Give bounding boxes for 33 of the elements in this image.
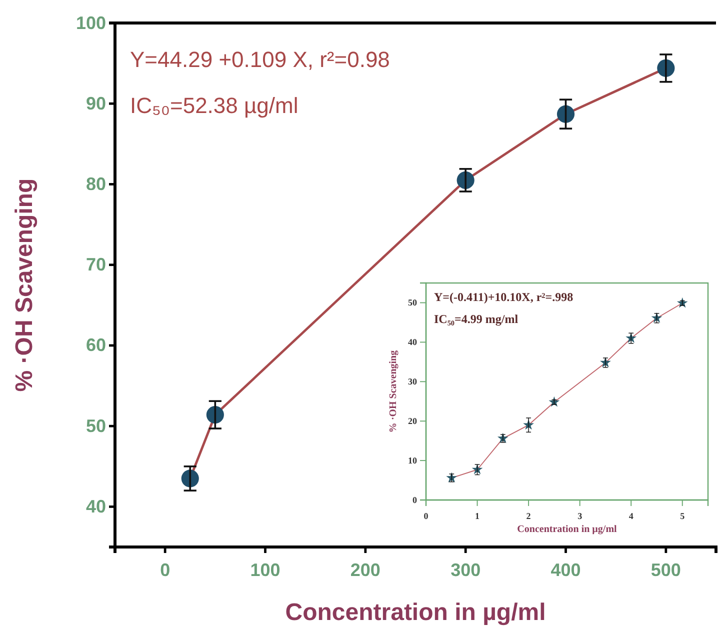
- x-tick-label: 5: [680, 510, 686, 521]
- x-tick-label: 3: [578, 510, 583, 521]
- annotation: Y=44.29 +0.109 X, r²=0.98: [130, 47, 390, 72]
- x-tick-label: 0: [160, 560, 170, 580]
- x-tick-label: 4: [628, 510, 634, 521]
- y-tick-label: 10: [408, 455, 418, 466]
- y-axis-title: % ·OH Scavenging: [388, 350, 399, 433]
- x-axis-title: Concentration in µg/ml: [517, 524, 618, 535]
- x-tick-label: 100: [250, 560, 280, 580]
- y-tick-label: 80: [86, 174, 106, 194]
- x-tick-label: 200: [350, 560, 380, 580]
- y-tick-label: 40: [86, 496, 106, 516]
- y-tick-label: 100: [76, 12, 106, 33]
- y-tick-label: 50: [408, 298, 418, 308]
- x-tick-label: 0: [424, 510, 429, 521]
- annotation: Y=(-0.411)+10.10X, r²=.998: [434, 290, 574, 304]
- y-tick-label: 60: [86, 335, 106, 356]
- y-tick-label: 70: [86, 254, 106, 275]
- x-tick-label: 300: [450, 560, 481, 580]
- x-tick-label: 1: [475, 510, 480, 521]
- y-tick-label: 40: [408, 337, 418, 348]
- x-tick-label: 400: [550, 560, 581, 580]
- x-tick-label: 500: [650, 560, 681, 580]
- y-tick-label: 50: [86, 416, 106, 436]
- annotation: IC₅₀=4.99 mg/ml: [434, 312, 519, 326]
- y-tick-label: 90: [86, 93, 106, 114]
- y-tick-label: 30: [408, 376, 418, 387]
- y-tick-label: 0: [412, 494, 418, 505]
- x-tick-label: 2: [526, 510, 532, 521]
- annotation: IC₅₀=52.38 µg/ml: [130, 93, 298, 118]
- y-axis-title: % ·OH Scavenging: [11, 178, 38, 392]
- y-tick-label: 20: [408, 416, 418, 426]
- x-axis-title: Concentration in µg/ml: [285, 599, 546, 626]
